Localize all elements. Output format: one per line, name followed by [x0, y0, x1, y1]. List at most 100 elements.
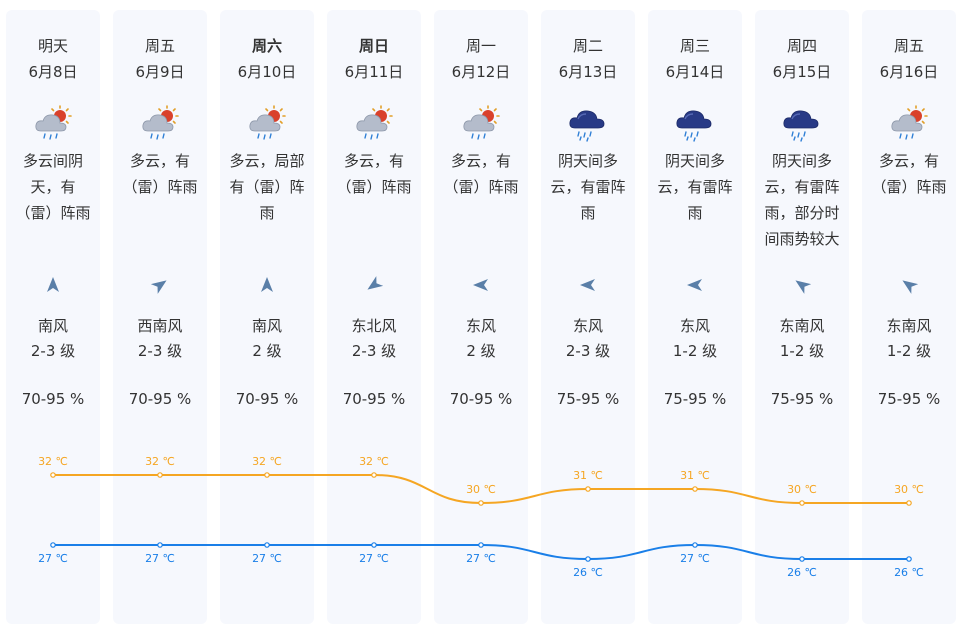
wind-direction-label: 东风	[572, 317, 603, 335]
high-temp-label: 31 ℃	[680, 469, 710, 482]
high-temp-point	[478, 500, 484, 506]
day-card: 周六 6月10日多云，局部有（雷）阵雨南风 2 级 70-95 %	[220, 10, 314, 624]
high-temp-label: 32 ℃	[145, 455, 175, 468]
wind-direction-arrow-icon	[792, 275, 812, 295]
date-label: 6月8日	[28, 63, 78, 81]
date-label: 6月15日	[772, 63, 832, 81]
low-temp-label: 27 ℃	[466, 552, 496, 565]
date-label: 6月9日	[135, 63, 185, 81]
wind-level-label: 2-3 级	[351, 342, 397, 360]
humidity-label: 75-95 %	[663, 390, 727, 408]
date-label: 6月14日	[665, 63, 725, 81]
high-temp-point	[157, 472, 163, 478]
humidity-label: 70-95 %	[21, 390, 85, 408]
wind-direction-arrow-icon	[471, 275, 491, 295]
wind-level-label: 2 级	[252, 342, 282, 360]
high-temp-label: 30 ℃	[894, 483, 924, 496]
low-temp-point	[371, 542, 377, 548]
low-temp-label: 27 ℃	[359, 552, 389, 565]
wind-level-label: 1-2 级	[672, 342, 718, 360]
wind-direction-arrow-icon	[899, 275, 919, 295]
thunderstorm-cloud-icon	[781, 104, 823, 142]
date-label: 6月13日	[558, 63, 618, 81]
day-card: 周四 6月15日 阴天间多云，有雷阵雨，部分时间雨势较大 东南风 1-2 级 75-95 …	[755, 10, 849, 624]
high-temp-point	[906, 500, 912, 506]
wind-direction-label: 西南风	[137, 317, 183, 335]
thunder-shower-partly-cloudy-icon	[353, 104, 395, 142]
weather-description: 多云，有（雷）阵雨	[443, 152, 519, 196]
low-temp-point	[264, 542, 270, 548]
humidity-label: 70-95 %	[235, 390, 299, 408]
wind-level-label: 2-3 级	[30, 342, 76, 360]
humidity-label: 75-95 %	[556, 390, 620, 408]
weekday-label: 周六	[251, 37, 282, 55]
thunder-shower-partly-cloudy-icon	[32, 104, 74, 142]
wind-direction-arrow-icon	[43, 275, 63, 295]
thunder-shower-partly-cloudy-icon	[139, 104, 181, 142]
low-temp-point	[799, 556, 805, 562]
high-temp-point	[50, 472, 56, 478]
wind-direction-label: 南风	[251, 317, 282, 335]
thunder-shower-partly-cloudy-icon	[246, 104, 288, 142]
weather-description: 多云，有（雷）阵雨	[336, 152, 412, 196]
high-temp-point	[371, 472, 377, 478]
wind-direction-label: 东风	[465, 317, 496, 335]
humidity-label: 75-95 %	[770, 390, 834, 408]
low-temp-label: 26 ℃	[573, 566, 603, 579]
low-temp-point	[692, 542, 698, 548]
low-temp-point	[478, 542, 484, 548]
wind-level-label: 1-2 级	[779, 342, 825, 360]
low-temp-point	[50, 542, 56, 548]
low-temp-label: 27 ℃	[252, 552, 282, 565]
wind-direction-arrow-icon	[685, 275, 705, 295]
thunderstorm-cloud-icon	[674, 104, 716, 142]
high-temp-label: 30 ℃	[466, 483, 496, 496]
humidity-label: 70-95 %	[128, 390, 192, 408]
high-temp-point	[692, 486, 698, 492]
low-temp-label: 26 ℃	[894, 566, 924, 579]
thunder-shower-partly-cloudy-icon	[888, 104, 930, 142]
low-temp-point	[906, 556, 912, 562]
day-card: 明天 6月8日多云间阴天，有（雷）阵雨南风 2-3 级 70-95 %	[6, 10, 100, 624]
thunderstorm-cloud-icon	[567, 104, 609, 142]
weather-description: 多云间阴天，有（雷）阵雨	[15, 152, 91, 222]
wind-level-label: 2 级	[466, 342, 496, 360]
day-card: 周三 6月14日阴天间多云，有雷阵雨东风 1-2 级 75-95 %	[648, 10, 742, 624]
date-label: 6月10日	[237, 63, 297, 81]
weather-description: 阴天间多云，有雷阵雨	[657, 152, 733, 222]
wind-direction-arrow-icon	[578, 275, 598, 295]
date-label: 6月12日	[451, 63, 511, 81]
low-temp-point	[157, 542, 163, 548]
humidity-label: 75-95 %	[877, 390, 941, 408]
weather-description: 多云，有（雷）阵雨	[871, 152, 947, 196]
weekday-label: 周三	[679, 37, 710, 55]
low-temp-label: 27 ℃	[680, 552, 710, 565]
low-temp-label: 27 ℃	[145, 552, 175, 565]
weather-description: 阴天间多云，有雷阵雨	[550, 152, 626, 222]
high-temp-point	[585, 486, 591, 492]
thunder-shower-partly-cloudy-icon	[460, 104, 502, 142]
high-temp-label: 31 ℃	[573, 469, 603, 482]
day-card: 周二 6月13日阴天间多云，有雷阵雨东风 2-3 级 75-95 %	[541, 10, 635, 624]
weather-description: 多云，局部有（雷）阵雨	[229, 152, 305, 222]
day-card: 周日 6月11日多云，有（雷）阵雨东北风 2-3 级 70-95 %	[327, 10, 421, 624]
weekday-label: 周五	[893, 37, 924, 55]
wind-direction-arrow-icon	[150, 275, 170, 295]
wind-level-label: 2-3 级	[137, 342, 183, 360]
low-temp-label: 26 ℃	[787, 566, 817, 579]
high-temp-label: 32 ℃	[252, 455, 282, 468]
wind-direction-label: 东北风	[351, 317, 397, 335]
wind-level-label: 2-3 级	[565, 342, 611, 360]
date-label: 6月11日	[344, 63, 404, 81]
wind-direction-label: 东南风	[886, 317, 932, 335]
high-temp-label: 32 ℃	[359, 455, 389, 468]
day-card: 周五 6月9日 多云，有（雷）阵雨 西南风 2-3 级 70-95 %	[113, 10, 207, 624]
wind-direction-label: 南风	[37, 317, 68, 335]
low-temp-label: 27 ℃	[38, 552, 68, 565]
wind-direction-label: 东风	[679, 317, 710, 335]
humidity-label: 70-95 %	[342, 390, 406, 408]
weekday-label: 周日	[358, 37, 389, 55]
weekday-label: 明天	[37, 37, 68, 55]
weekday-label: 周二	[572, 37, 603, 55]
